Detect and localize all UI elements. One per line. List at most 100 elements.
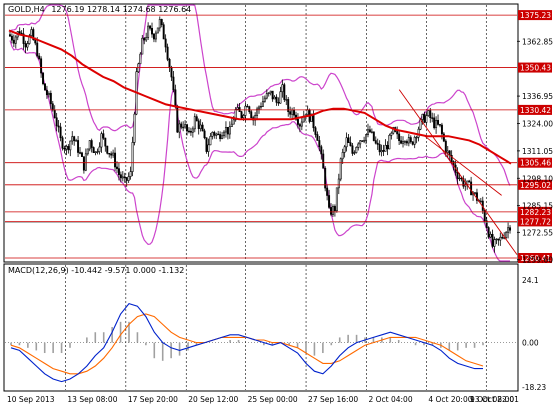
candle-body [423,113,426,123]
candle-body [234,109,237,121]
level-tag [518,10,552,21]
y-tick-label: 1324.00 [522,119,553,128]
candle-body [378,144,381,153]
candle-body [26,43,29,48]
candle-body [219,134,222,139]
candle-body [271,90,274,100]
level-label: 1375.23 [520,11,551,20]
candle-body [80,152,83,157]
y-tick-label: 1311.05 [522,147,553,156]
candle-body [485,220,488,228]
candle-body [110,153,113,156]
candle-body [440,124,443,135]
level-label: 1295.02 [520,181,551,190]
candle-body [242,115,245,119]
candle-body [106,145,109,154]
x-tick-label: 27 Sep 16:00 [308,395,358,404]
candle-body [411,141,414,145]
candle-body [261,101,264,107]
candle-body [102,133,105,139]
candle-body [497,238,500,241]
candle-body [368,129,371,133]
candle-body [281,84,284,93]
candle-body [104,137,107,147]
candle-body [127,176,130,181]
candle-body [390,132,393,136]
level-label: 1282.23 [520,208,551,217]
candle-body [429,110,432,119]
level-tag [518,179,552,190]
candle-body [65,146,68,150]
candle-body [145,37,148,41]
y-tick-label: 1362.85 [522,37,553,46]
candle-body [460,177,463,180]
candle-body [507,227,510,233]
candle-body [273,96,276,100]
candle-body [205,137,208,152]
candle-body [108,152,111,155]
candle-body [296,119,299,125]
candle-body [250,111,253,119]
candle-body [223,131,225,137]
candle-body [178,123,181,133]
candle-body [86,148,89,155]
candle-body [8,34,11,37]
candle-body [215,133,218,136]
candle-body [314,127,317,135]
x-tick-label: 10 Sep 2013 [7,395,55,404]
candle-body [170,66,173,78]
candle-body [446,150,449,153]
macd-indicator: 24.1 0.00 -18.23 [5,276,546,392]
candle-body [154,32,157,40]
candle-body [402,141,404,144]
candle-body [30,29,33,36]
candle-body [180,123,183,128]
candle-body [236,107,239,110]
y-tick-label: 1272.55 [522,228,553,237]
candle-body [293,109,296,116]
candle-body [51,103,54,111]
candle-body [114,152,117,168]
candle-body [365,134,368,141]
candle-body [442,133,445,142]
candle-body [164,38,167,48]
level-tag [518,253,552,264]
candle-body [370,131,373,133]
candle-body [139,53,142,65]
candle-body [230,123,233,128]
candle-body [277,102,280,104]
y-tick-label: 1336.95 [522,92,553,101]
candle-body [456,171,459,179]
candle-body [256,108,259,116]
level-label: 1260.41 [520,254,551,263]
candle-body [433,117,436,129]
candle-body [240,111,243,119]
candle-body [413,136,416,145]
candle-body [117,168,120,175]
candle-body [409,137,412,143]
candle-body [69,140,72,151]
candle-body [224,127,227,133]
y-tick-label: 1259.60 [522,256,553,265]
candle-body [55,117,58,127]
candle-body [244,105,247,116]
x-tick-label: 20 Sep 12:00 [188,395,238,404]
candle-body [384,144,387,152]
candle-body [499,236,502,241]
chart-title: GOLD,H4 1276.19 1278.14 1274.68 1276.64 [8,5,191,14]
candle-body [505,231,508,239]
candle-body [458,177,461,180]
candle-body [267,92,270,95]
trend-line [398,89,518,255]
candle-body [269,90,272,94]
candle-body [67,146,70,151]
candle-body [193,116,196,130]
candle-body [147,25,150,38]
candle-body [248,106,251,113]
candle-body [388,134,391,150]
candle-body [166,46,169,60]
macd-label: MACD(12,26,9) -10.442 -9.571 0.000 -1.13… [8,266,184,275]
candle-body [228,126,231,135]
candle-body [61,137,64,149]
